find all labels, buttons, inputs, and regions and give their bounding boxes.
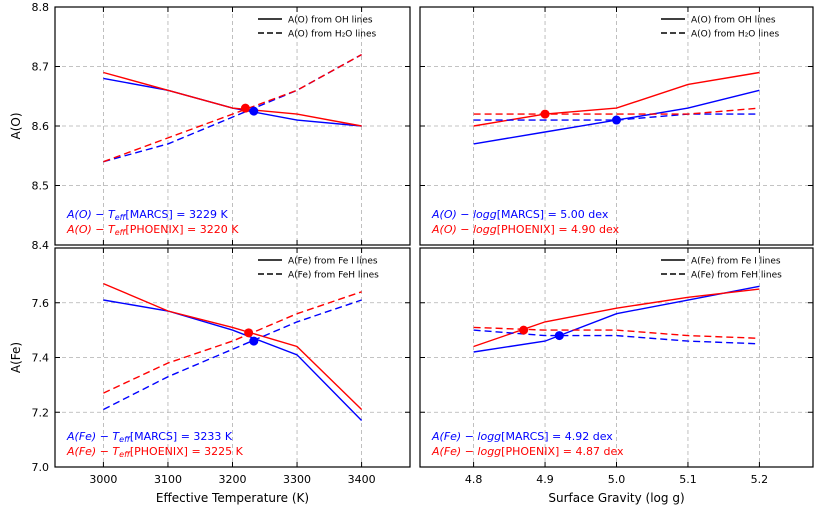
panel-top-left-frame: [54, 6, 411, 246]
panel-bottom-right-xtick-label-3: 5.1: [679, 473, 697, 486]
panel-bottom-right-frame: [419, 247, 814, 468]
panel-bottom-left-xtick-label-3: 3300: [283, 473, 311, 486]
panel-bottom-left-marker-1: [244, 328, 254, 338]
panel-top-left-ytick-label-2: 8.6: [32, 120, 50, 133]
panel-bottom-left-ytick-label-2: 7.4: [32, 352, 50, 365]
panel-top-right-legend-label-1: A(O) from H₂O lines: [691, 30, 779, 40]
panel-top-left-marker-0: [249, 106, 259, 116]
panel-bottom-right-annotation-1: A(Fe) − logg[PHOENIX] = 4.87 dex: [431, 445, 624, 458]
panel-top-right-frame: [419, 6, 814, 246]
panel-bottom-left-xtick-label-4: 3400: [348, 473, 376, 486]
panel-top-right-series-3: [473, 107, 760, 115]
panel-bottom-right-legend-label-1: A(Fe) from FeH lines: [691, 271, 782, 281]
panel-top-left-series-1: [103, 71, 362, 127]
panel-bottom-right-marker-0: [554, 331, 564, 341]
panel-bottom-left-xlabel: Effective Temperature (K): [156, 491, 309, 505]
panel-bottom-left-series-1: [103, 282, 363, 411]
panel-bottom-left-xtick-label-1: 3100: [154, 473, 182, 486]
panel-bottom-right-series-0: [473, 285, 760, 353]
panel-top-left-annotation-1: A(O) − Teff[PHOENIX] = 3220 K: [66, 223, 239, 237]
panel-top-right-series-1: [473, 71, 760, 127]
panel-bottom-right-legend-label-0: A(Fe) from Fe I lines: [691, 257, 781, 267]
panel-bottom-left-marker-0: [249, 336, 259, 346]
panel-top-right-marker-1: [540, 109, 550, 119]
panel-top-right-legend-label-0: A(O) from OH lines: [691, 16, 776, 26]
panel-bottom-left-annotation-0: A(Fe) − Teff[MARCS] = 3233 K: [66, 430, 233, 444]
panel-bottom-left-ytick-label-0: 7.0: [32, 461, 50, 474]
panel-bottom-right-marker-1: [519, 325, 529, 335]
panel-top-left-marker-1: [240, 103, 250, 113]
panel-bottom-left-series-0: [103, 299, 363, 421]
panel-top-left-ytick-label-3: 8.7: [32, 61, 50, 74]
panel-bottom-left-series-2: [103, 299, 362, 411]
panel-bottom-right-xtick-label-4: 5.2: [751, 473, 769, 486]
panel-bottom-right-xtick-label-1: 4.9: [536, 473, 554, 486]
panel-top-left-series-3: [103, 53, 362, 163]
panel-top-left-ylabel: A(O): [9, 112, 23, 139]
panel-top-right-annotation-1: A(O) − logg[PHOENIX] = 4.90 dex: [431, 223, 620, 236]
panel-top-right-marker-0: [612, 115, 621, 125]
panel-top-left-ytick-label-1: 8.5: [32, 180, 50, 193]
panel-top-left-series-2: [103, 53, 362, 163]
panel-top-left-legend-label-1: A(O) from H₂O lines: [288, 30, 376, 40]
panel-top-left-ytick-label-0: 8.4: [32, 239, 50, 252]
panel-bottom-left-frame: [54, 247, 411, 468]
panel-bottom-left-legend-label-1: A(Fe) from FeH lines: [288, 271, 379, 281]
panel-top-right-annotation-0: A(O) − logg[MARCS] = 5.00 dex: [431, 208, 609, 221]
panel-top-right-series-2: [473, 113, 760, 121]
panel-bottom-right-xtick-label-2: 5.0: [608, 473, 626, 486]
panel-top-left-legend-label-0: A(O) from OH lines: [288, 16, 373, 26]
panel-bottom-left-ylabel: A(Fe): [9, 342, 23, 373]
panel-top-left-annotation-0: A(O) − Teff[MARCS] = 3229 K: [66, 208, 228, 222]
panel-bottom-left-legend-label-0: A(Fe) from Fe I lines: [288, 257, 378, 267]
panel-bottom-left-series-3: [103, 291, 362, 394]
panel-bottom-left-ytick-label-1: 7.2: [32, 406, 50, 419]
panel-bottom-right-xtick-label-0: 4.8: [465, 473, 483, 486]
panel-top-left-ytick-label-4: 8.8: [32, 1, 50, 14]
panel-bottom-right-xlabel: Surface Gravity (log g): [548, 491, 684, 505]
panel-bottom-left-ytick-label-3: 7.6: [32, 297, 50, 310]
panel-bottom-left-annotation-1: A(Fe) − Teff[PHOENIX] = 3225 K: [66, 445, 244, 459]
panel-bottom-right-annotation-0: A(Fe) − logg[MARCS] = 4.92 dex: [431, 430, 613, 443]
panel-bottom-left-xtick-label-0: 3000: [89, 473, 117, 486]
panel-bottom-left-xtick-label-2: 3200: [219, 473, 247, 486]
